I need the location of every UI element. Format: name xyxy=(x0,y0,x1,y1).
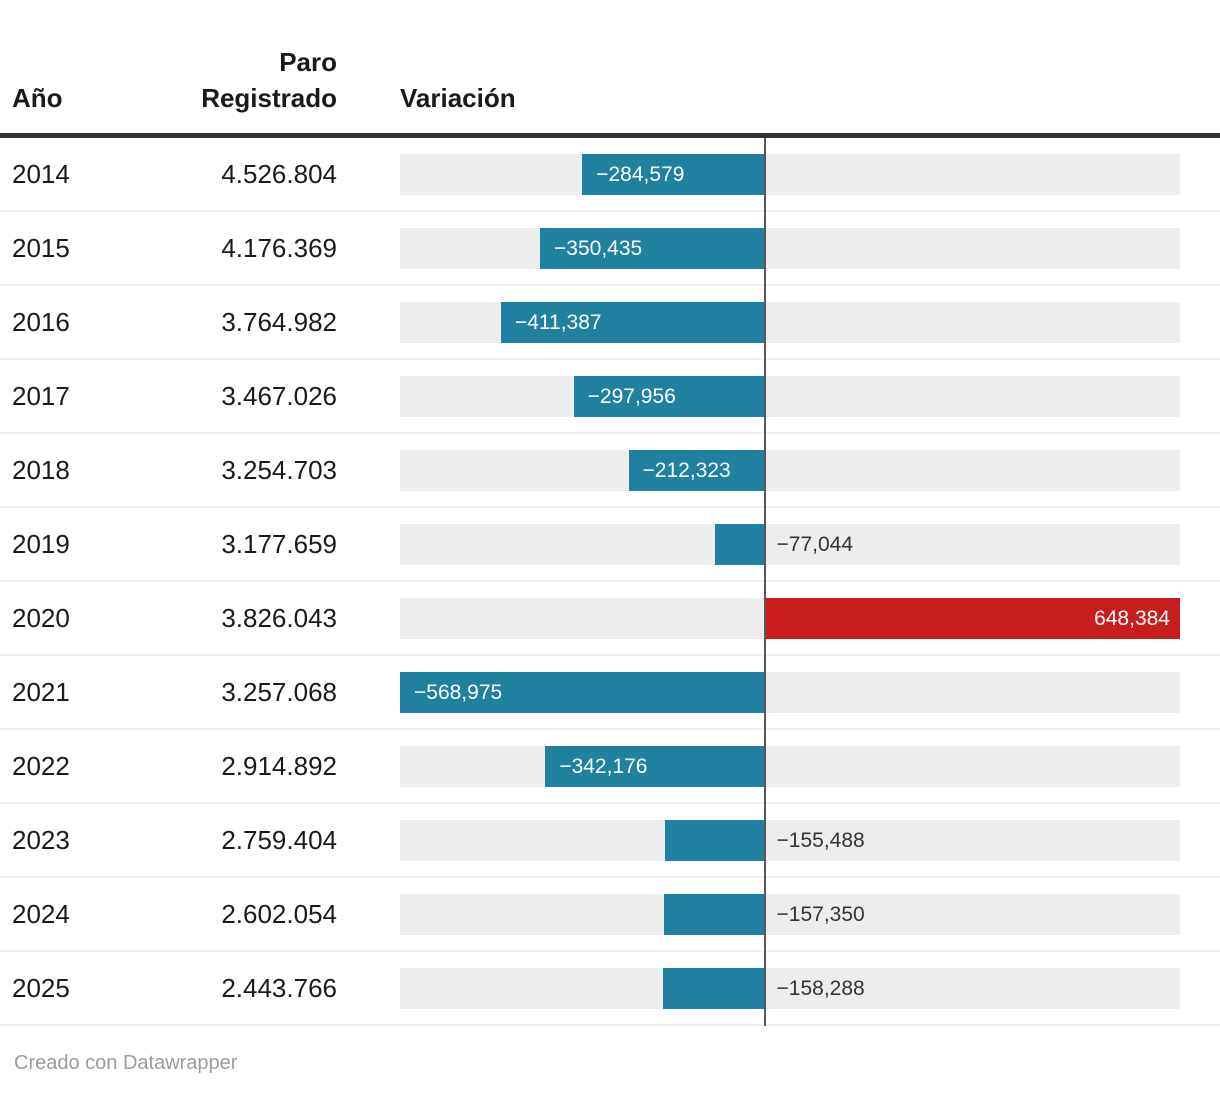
variation-bar-track: −157,350 xyxy=(400,893,1180,935)
year-cell: 2018 xyxy=(12,454,70,485)
year-cell: 2025 xyxy=(12,972,70,1003)
variation-value-label: −212,323 xyxy=(642,458,731,482)
table-row: 2016 3.764.982 −411,387 xyxy=(0,286,1220,360)
paro-registrado-cell: 4.176.369 xyxy=(221,232,337,263)
datawrapper-credit[interactable]: Creado con Datawrapper xyxy=(14,1052,238,1074)
table-row: 2014 4.526.804 −284,579 xyxy=(0,138,1220,212)
header-divider-rule xyxy=(0,133,1220,138)
table-row: 2015 4.176.369 −350,435 xyxy=(0,212,1220,286)
variation-bar-track: −77,044 xyxy=(400,523,1180,565)
table-row: 2018 3.254.703 −212,323 xyxy=(0,434,1220,508)
zero-axis-line xyxy=(763,138,766,1026)
variation-bar-track: −284,579 xyxy=(400,153,1180,195)
table-body: 2014 4.526.804 −284,579 2015 4.176.369 −… xyxy=(0,138,1220,1026)
paro-registrado-cell: 2.914.892 xyxy=(221,750,337,781)
header-col-paro-registrado: Paro Registrado xyxy=(162,44,337,116)
variation-value-label: −155,488 xyxy=(776,828,865,852)
paro-registrado-cell: 3.826.043 xyxy=(221,602,337,633)
year-cell: 2023 xyxy=(12,824,70,855)
variation-bar-track: −158,288 xyxy=(400,967,1180,1009)
table-row: 2017 3.467.026 −297,956 xyxy=(0,360,1220,434)
year-cell: 2020 xyxy=(12,602,70,633)
table-row: 2020 3.826.043 648,384 xyxy=(0,582,1220,656)
paro-registrado-cell: 4.526.804 xyxy=(221,158,337,189)
variation-bar xyxy=(663,893,765,935)
variation-bar-track: 648,384 xyxy=(400,597,1180,639)
variation-bar xyxy=(663,967,765,1009)
variation-bar-track: −297,956 xyxy=(400,375,1180,417)
variation-bar-track: −212,323 xyxy=(400,449,1180,491)
variation-bar xyxy=(715,523,765,565)
table-row: 2023 2.759.404 −155,488 xyxy=(0,804,1220,878)
variation-value-label: −568,975 xyxy=(414,680,503,704)
table-row: 2019 3.177.659 −77,044 xyxy=(0,508,1220,582)
header-paro-line1: Paro xyxy=(279,47,337,77)
paro-registrado-cell: 3.764.982 xyxy=(221,306,337,337)
variation-bar xyxy=(545,745,765,787)
year-cell: 2024 xyxy=(12,898,70,929)
variation-bar xyxy=(582,153,765,195)
header-col-variacion: Variación xyxy=(400,83,516,113)
variation-value-label: −411,387 xyxy=(514,310,602,334)
year-cell: 2019 xyxy=(12,528,70,559)
variation-value-label: −350,435 xyxy=(554,236,643,260)
variation-bar xyxy=(573,375,765,417)
variation-bar-track: −342,176 xyxy=(400,745,1180,787)
variation-bar xyxy=(540,227,765,269)
header-paro-line2: Registrado xyxy=(201,83,337,113)
paro-registrado-cell: 3.254.703 xyxy=(221,454,337,485)
year-cell: 2021 xyxy=(12,676,70,707)
header-col-ano: Año xyxy=(12,83,63,113)
variation-value-label: −284,579 xyxy=(596,162,685,186)
variation-bar xyxy=(764,597,1180,639)
variation-bar xyxy=(664,819,765,861)
variation-value-label: −77,044 xyxy=(776,532,854,556)
variation-value-label: 648,384 xyxy=(1094,606,1170,630)
year-cell: 2016 xyxy=(12,306,70,337)
year-cell: 2015 xyxy=(12,232,70,263)
variation-value-label: −158,288 xyxy=(776,976,865,1000)
variation-bar-track: −411,387 xyxy=(400,301,1180,343)
table-row: 2022 2.914.892 −342,176 xyxy=(0,730,1220,804)
table-row: 2024 2.602.054 −157,350 xyxy=(0,878,1220,952)
variation-value-label: −297,956 xyxy=(587,384,676,408)
paro-registrado-cell: 2.602.054 xyxy=(221,898,337,929)
paro-registrado-cell: 3.177.659 xyxy=(221,528,337,559)
variation-bar xyxy=(628,449,765,491)
paro-registrado-cell: 3.257.068 xyxy=(221,676,337,707)
table-row: 2021 3.257.068 −568,975 xyxy=(0,656,1220,730)
year-cell: 2022 xyxy=(12,750,70,781)
paro-registrado-cell: 2.759.404 xyxy=(221,824,337,855)
variation-bar-track: −568,975 xyxy=(400,671,1180,713)
year-cell: 2017 xyxy=(12,380,70,411)
year-cell: 2014 xyxy=(12,158,70,189)
variation-value-label: −157,350 xyxy=(776,902,865,926)
paro-registrado-cell: 3.467.026 xyxy=(221,380,337,411)
variation-value-label: −342,176 xyxy=(559,754,648,778)
variation-bar xyxy=(400,671,765,713)
variation-bar xyxy=(500,301,765,343)
variation-bar-track: −155,488 xyxy=(400,819,1180,861)
table-row: 2025 2.443.766 −158,288 xyxy=(0,952,1220,1026)
variation-bar-track: −350,435 xyxy=(400,227,1180,269)
table-header: Año Paro Registrado Variación xyxy=(0,0,1220,133)
paro-registrado-cell: 2.443.766 xyxy=(221,972,337,1003)
